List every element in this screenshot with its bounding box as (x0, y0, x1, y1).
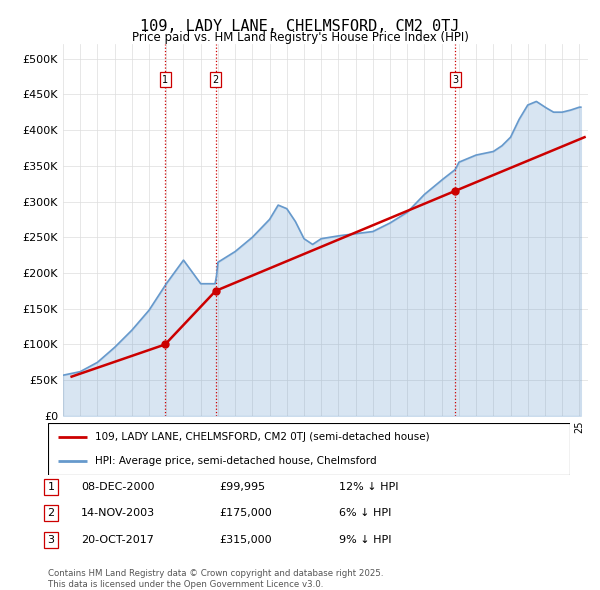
Text: 2: 2 (47, 509, 55, 518)
Text: 3: 3 (452, 74, 458, 84)
Text: 109, LADY LANE, CHELMSFORD, CM2 0TJ (semi-detached house): 109, LADY LANE, CHELMSFORD, CM2 0TJ (sem… (95, 432, 430, 442)
Text: £99,995: £99,995 (219, 482, 265, 491)
Text: 9% ↓ HPI: 9% ↓ HPI (339, 535, 391, 545)
Text: 08-DEC-2000: 08-DEC-2000 (81, 482, 155, 491)
Text: 109, LADY LANE, CHELMSFORD, CM2 0TJ: 109, LADY LANE, CHELMSFORD, CM2 0TJ (140, 19, 460, 34)
Text: 3: 3 (47, 535, 55, 545)
Text: 12% ↓ HPI: 12% ↓ HPI (339, 482, 398, 491)
Text: 2: 2 (212, 74, 219, 84)
Text: 1: 1 (47, 482, 55, 491)
Text: 6% ↓ HPI: 6% ↓ HPI (339, 509, 391, 518)
Text: £315,000: £315,000 (219, 535, 272, 545)
Text: Price paid vs. HM Land Registry's House Price Index (HPI): Price paid vs. HM Land Registry's House … (131, 31, 469, 44)
Text: 1: 1 (162, 74, 168, 84)
FancyBboxPatch shape (48, 423, 570, 475)
Text: Contains HM Land Registry data © Crown copyright and database right 2025.
This d: Contains HM Land Registry data © Crown c… (48, 569, 383, 589)
Text: £175,000: £175,000 (219, 509, 272, 518)
Text: 14-NOV-2003: 14-NOV-2003 (81, 509, 155, 518)
Text: 20-OCT-2017: 20-OCT-2017 (81, 535, 154, 545)
Text: HPI: Average price, semi-detached house, Chelmsford: HPI: Average price, semi-detached house,… (95, 456, 377, 466)
